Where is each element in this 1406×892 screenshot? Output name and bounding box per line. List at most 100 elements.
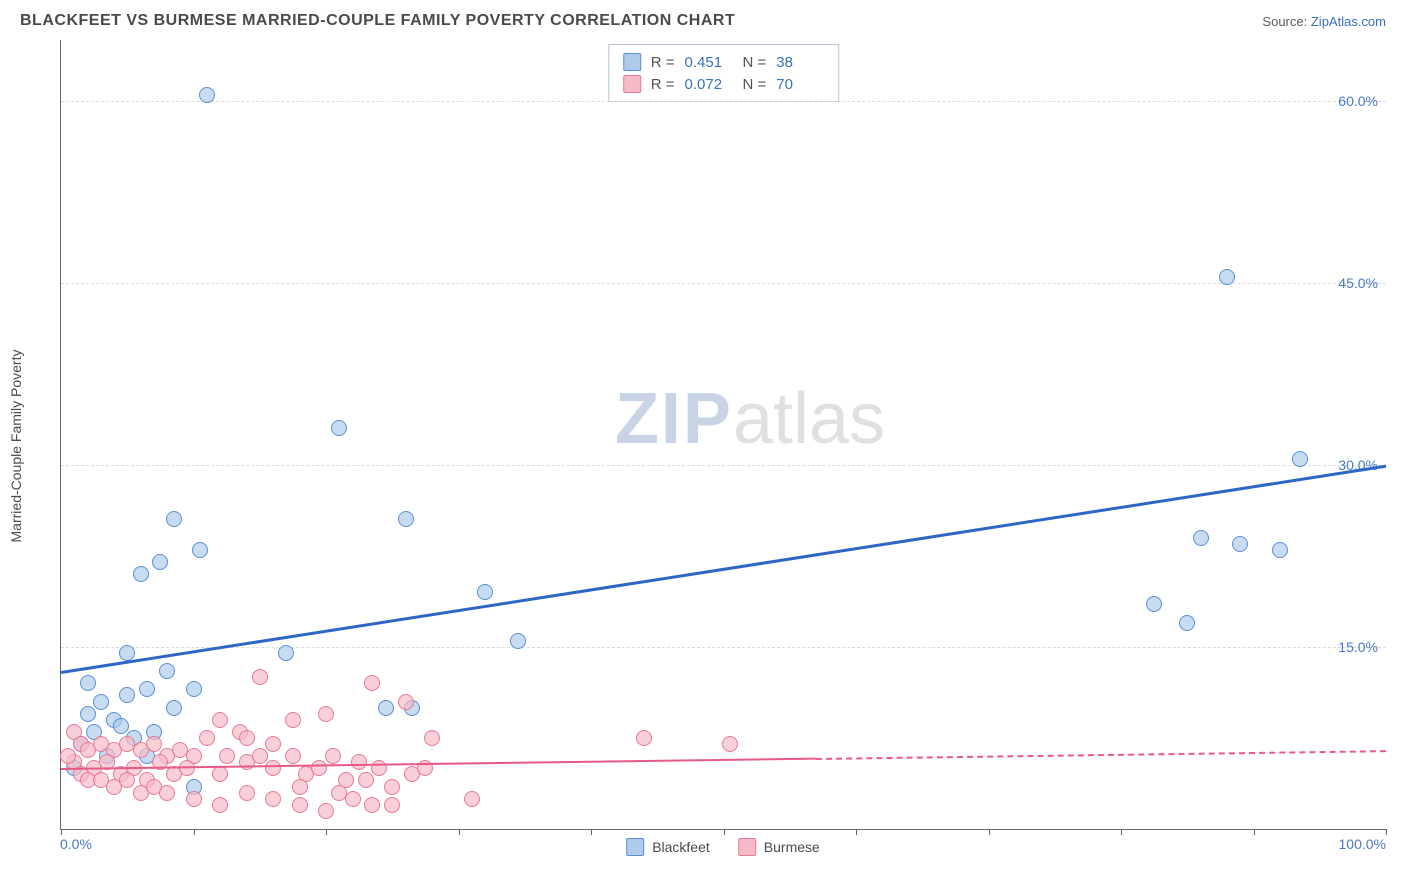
trend-line bbox=[61, 465, 1386, 674]
data-point bbox=[199, 730, 215, 746]
data-point bbox=[239, 785, 255, 801]
watermark: ZIPatlas bbox=[615, 378, 885, 460]
data-point bbox=[358, 772, 374, 788]
stat-r-label: R = bbox=[651, 76, 675, 93]
x-tick bbox=[1121, 829, 1122, 835]
data-point bbox=[278, 645, 294, 661]
data-point bbox=[364, 797, 380, 813]
gridline bbox=[61, 647, 1386, 648]
data-point bbox=[212, 712, 228, 728]
data-point bbox=[219, 748, 235, 764]
data-point bbox=[1146, 596, 1162, 612]
stat-r-value: 0.072 bbox=[685, 76, 733, 93]
x-axis: 0.0% 100.0% BlackfeetBurmese bbox=[60, 836, 1386, 860]
data-point bbox=[139, 681, 155, 697]
data-point bbox=[80, 706, 96, 722]
data-point bbox=[113, 718, 129, 734]
data-point bbox=[325, 748, 341, 764]
y-axis-title: Married-Couple Family Poverty bbox=[8, 350, 24, 543]
data-point bbox=[398, 694, 414, 710]
x-tick bbox=[856, 829, 857, 835]
x-tick bbox=[724, 829, 725, 835]
data-point bbox=[212, 766, 228, 782]
data-point bbox=[60, 748, 76, 764]
data-point bbox=[351, 754, 367, 770]
data-point bbox=[1272, 542, 1288, 558]
data-point bbox=[146, 736, 162, 752]
data-point bbox=[93, 694, 109, 710]
data-point bbox=[265, 791, 281, 807]
data-point bbox=[510, 633, 526, 649]
data-point bbox=[119, 687, 135, 703]
data-point bbox=[186, 791, 202, 807]
data-point bbox=[424, 730, 440, 746]
data-point bbox=[364, 675, 380, 691]
data-point bbox=[265, 760, 281, 776]
stat-n-label: N = bbox=[743, 76, 767, 93]
data-point bbox=[1232, 536, 1248, 552]
data-point bbox=[192, 542, 208, 558]
x-tick bbox=[989, 829, 990, 835]
legend-item: Blackfeet bbox=[626, 838, 710, 856]
gridline bbox=[61, 465, 1386, 466]
legend-item: Burmese bbox=[738, 838, 820, 856]
y-tick-label: 15.0% bbox=[1338, 639, 1378, 655]
data-point bbox=[212, 797, 228, 813]
data-point bbox=[464, 791, 480, 807]
data-point bbox=[199, 87, 215, 103]
y-tick-label: 45.0% bbox=[1338, 275, 1378, 291]
x-tick bbox=[459, 829, 460, 835]
y-tick-label: 60.0% bbox=[1338, 93, 1378, 109]
data-point bbox=[285, 712, 301, 728]
trend-line bbox=[816, 750, 1386, 760]
x-tick bbox=[326, 829, 327, 835]
data-point bbox=[477, 584, 493, 600]
gridline bbox=[61, 101, 1386, 102]
data-point bbox=[239, 730, 255, 746]
data-point bbox=[265, 736, 281, 752]
data-point bbox=[159, 663, 175, 679]
x-tick bbox=[1254, 829, 1255, 835]
swatch-icon bbox=[738, 838, 756, 856]
stat-n-value: 38 bbox=[776, 54, 824, 71]
data-point bbox=[311, 760, 327, 776]
data-point bbox=[1219, 269, 1235, 285]
data-point bbox=[318, 706, 334, 722]
data-point bbox=[80, 675, 96, 691]
x-axis-min-label: 0.0% bbox=[60, 836, 92, 852]
data-point bbox=[166, 511, 182, 527]
gridline bbox=[61, 283, 1386, 284]
stats-row: R = 0.451 N = 38 bbox=[623, 51, 825, 73]
data-point bbox=[384, 797, 400, 813]
data-point bbox=[1179, 615, 1195, 631]
x-tick bbox=[61, 829, 62, 835]
data-point bbox=[384, 779, 400, 795]
x-tick bbox=[1386, 829, 1387, 835]
source-link[interactable]: ZipAtlas.com bbox=[1311, 14, 1386, 29]
series-legend: Blackfeet Burmese bbox=[626, 838, 820, 856]
source-label: Source: bbox=[1262, 14, 1307, 29]
stat-r-value: 0.451 bbox=[685, 54, 733, 71]
stat-n-label: N = bbox=[743, 54, 767, 71]
data-point bbox=[119, 645, 135, 661]
trend-line bbox=[61, 758, 816, 770]
swatch-icon bbox=[626, 838, 644, 856]
stats-legend-box: R =0.451N =38R =0.072N =70 bbox=[608, 44, 840, 102]
data-point bbox=[119, 772, 135, 788]
data-point bbox=[722, 736, 738, 752]
data-point bbox=[186, 681, 202, 697]
data-point bbox=[159, 785, 175, 801]
scatter-chart: ZIPatlas R =0.451N =38R =0.072N =70 15.0… bbox=[60, 40, 1386, 830]
stat-r-label: R = bbox=[651, 54, 675, 71]
data-point bbox=[152, 554, 168, 570]
data-point bbox=[1193, 530, 1209, 546]
data-point bbox=[166, 700, 182, 716]
data-point bbox=[398, 511, 414, 527]
x-tick bbox=[194, 829, 195, 835]
chart-title: BLACKFEET VS BURMESE MARRIED-COUPLE FAMI… bbox=[20, 12, 735, 30]
data-point bbox=[292, 797, 308, 813]
data-point bbox=[133, 566, 149, 582]
data-point bbox=[318, 803, 334, 819]
data-point bbox=[345, 791, 361, 807]
data-point bbox=[252, 669, 268, 685]
